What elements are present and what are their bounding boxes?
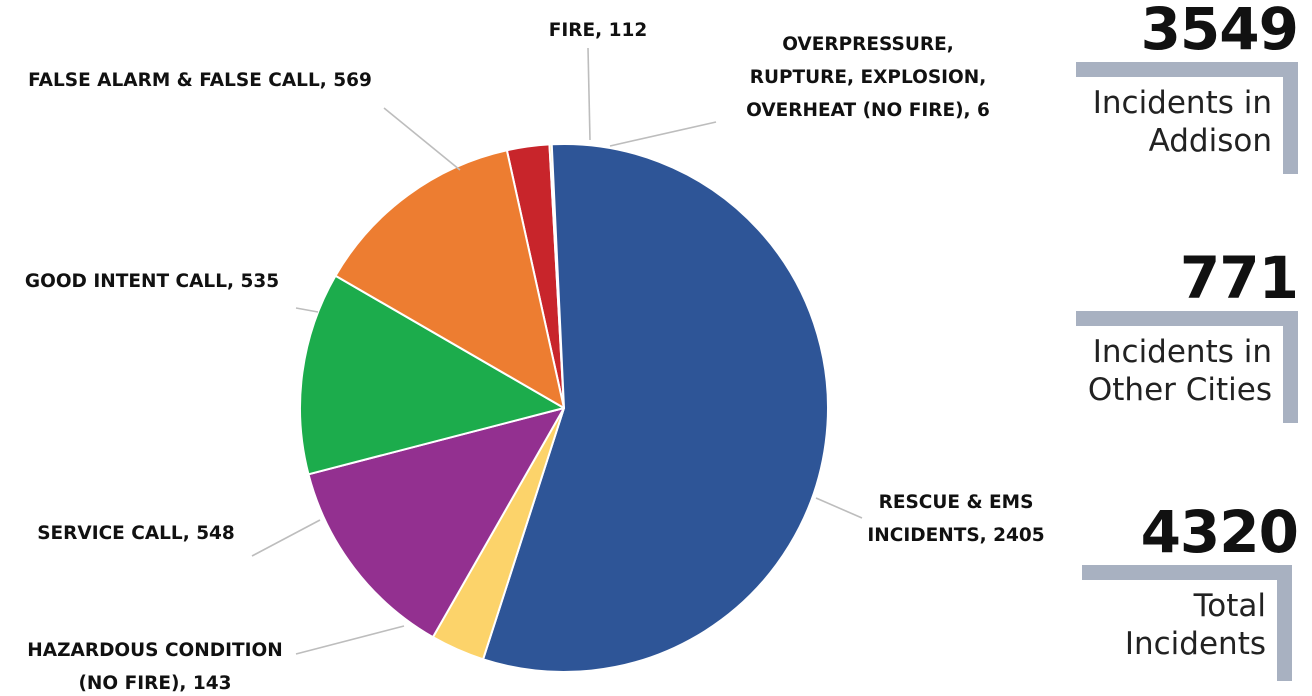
stat-addison: 3549 Incidents in Addison	[1052, 0, 1312, 180]
bracket-side	[1283, 62, 1298, 174]
stat-caption-other-cities: Incidents in Other Cities	[1088, 333, 1272, 409]
slice-label-line: SERVICE CALL, 548	[37, 523, 235, 544]
stat-caption-line: Incidents	[1124, 626, 1266, 662]
slice-label-line: RUPTURE, EXPLOSION,	[750, 67, 987, 88]
slice-label-line: RESCUE & EMS	[879, 492, 1034, 513]
leader-line-hazardous-condition-no-fire	[295, 625, 405, 655]
leader-line-good-intent-call	[295, 307, 319, 313]
pie-chart: FIRE, 112 OVERPRESSURE, RUPTURE, EXPLOSION…	[25, 20, 1045, 694]
stat-caption-addison: Incidents in Addison	[1093, 84, 1272, 160]
leader-line-service-call	[251, 519, 321, 557]
stat-value-other-cities: 771	[1179, 244, 1299, 312]
leader-line-rescue-ems-incidents	[815, 497, 863, 519]
stat-caption-line: Addison	[1148, 123, 1272, 159]
stat-other-cities: 771 Incidents in Other Cities	[1052, 249, 1312, 429]
stat-caption-line: Incidents in	[1092, 334, 1272, 370]
slice-label-service-call: SERVICE CALL, 548	[37, 523, 235, 544]
bracket-top	[1076, 311, 1298, 326]
pie-slice-false-alarm-false-call	[334, 149, 565, 409]
stat-value-total: 4320	[1140, 498, 1299, 566]
slice-label-line: GOOD INTENT CALL, 535	[25, 271, 279, 292]
slice-label-fire: FIRE, 112	[549, 20, 648, 41]
slice-label-hazardous-condition-no-fire: HAZARDOUS CONDITION (NO FIRE), 143	[27, 640, 282, 694]
stat-caption-total: Total Incidents	[1125, 587, 1266, 663]
leader-line-overpressure-rupture-explosion-overheat-no-fire	[609, 121, 717, 147]
slice-label-line: OVERPRESSURE,	[782, 34, 954, 55]
bracket-top	[1082, 565, 1292, 580]
leader-line-false-alarm-false-call	[383, 107, 461, 171]
slice-label-good-intent-call: GOOD INTENT CALL, 535	[25, 271, 279, 292]
bracket-side	[1283, 311, 1298, 423]
slice-label-line: INCIDENTS, 2405	[867, 525, 1044, 546]
pie-slice-service-call	[307, 407, 565, 639]
slice-label-line: FIRE, 112	[549, 20, 648, 41]
stat-caption-line: Other Cities	[1087, 372, 1272, 408]
slice-label-rescue-ems-incidents: RESCUE & EMS INCIDENTS, 2405	[867, 492, 1044, 546]
slice-label-overpressure-rupture-explosion-overheat-no-fire: OVERPRESSURE, RUPTURE, EXPLOSION, OVERHEAT…	[746, 34, 990, 121]
slice-label-line: FALSE ALARM & FALSE CALL, 569	[28, 70, 372, 91]
stat-caption-line: Incidents in	[1092, 85, 1272, 121]
leader-lines	[251, 47, 863, 655]
slice-label-line: HAZARDOUS CONDITION	[27, 640, 282, 661]
stat-caption-line: Total	[1193, 588, 1266, 624]
pie-slices	[299, 142, 829, 673]
slice-label-false-alarm-false-call: FALSE ALARM & FALSE CALL, 569	[28, 70, 372, 91]
slice-label-line: (NO FIRE), 143	[78, 673, 231, 694]
leader-line-fire	[587, 47, 591, 141]
bracket-side	[1277, 565, 1292, 681]
stat-total: 4320 Total Incidents	[1052, 503, 1312, 693]
stat-value-addison: 3549	[1140, 0, 1299, 63]
slice-label-line: OVERHEAT (NO FIRE), 6	[746, 100, 990, 121]
bracket-top	[1076, 62, 1298, 77]
pie-slice-good-intent-call	[299, 274, 565, 476]
slice-labels: FIRE, 112 OVERPRESSURE, RUPTURE, EXPLOSION…	[25, 20, 1045, 694]
pie-slice-rescue-ems-incidents	[482, 142, 829, 673]
